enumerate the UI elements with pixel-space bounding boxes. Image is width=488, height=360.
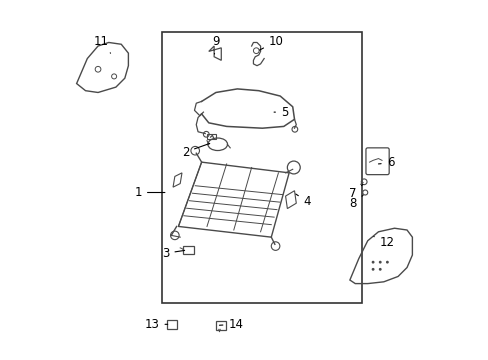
Text: 4: 4 bbox=[295, 194, 310, 208]
Text: 7: 7 bbox=[348, 184, 362, 200]
Text: 1: 1 bbox=[134, 186, 164, 199]
Text: 6: 6 bbox=[378, 156, 393, 169]
Text: 12: 12 bbox=[373, 236, 394, 249]
Circle shape bbox=[385, 261, 388, 264]
Text: 14: 14 bbox=[219, 318, 243, 331]
FancyBboxPatch shape bbox=[162, 32, 362, 303]
Circle shape bbox=[378, 261, 381, 264]
Text: 13: 13 bbox=[144, 318, 167, 331]
Text: 3: 3 bbox=[162, 247, 184, 260]
Text: 10: 10 bbox=[259, 35, 283, 50]
Circle shape bbox=[371, 261, 374, 264]
Text: 9: 9 bbox=[212, 35, 219, 54]
Circle shape bbox=[371, 268, 374, 271]
Text: 2: 2 bbox=[181, 143, 209, 159]
Text: 11: 11 bbox=[93, 35, 110, 53]
Text: 8: 8 bbox=[349, 195, 362, 210]
Text: 5: 5 bbox=[273, 105, 288, 119]
Circle shape bbox=[378, 268, 381, 271]
